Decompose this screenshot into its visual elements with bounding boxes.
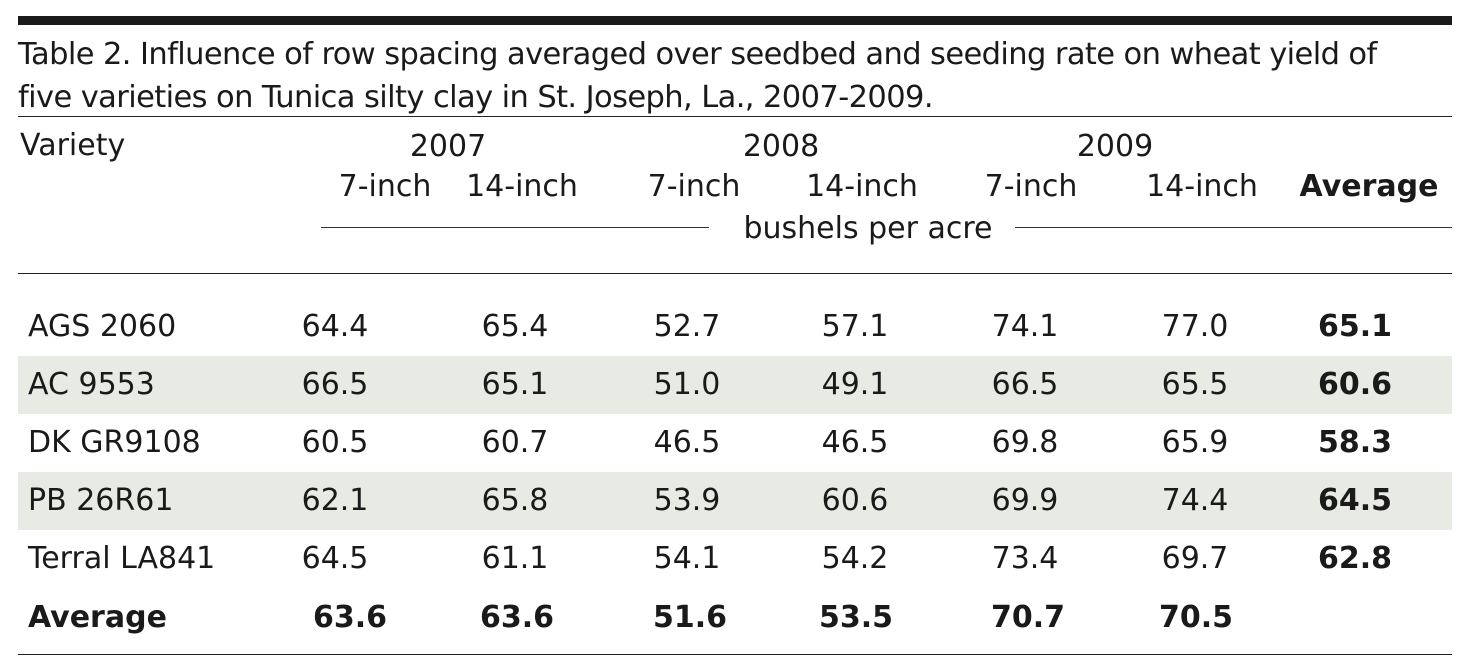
row-variety: PB 26R61 — [28, 483, 174, 518]
cell-value: 65.5 — [1161, 367, 1229, 402]
top-rule — [18, 16, 1452, 25]
caption-line-2: five varieties on Tunica silty clay in S… — [18, 80, 934, 115]
average-value: 53.5 — [818, 600, 894, 635]
cell-value: 54.2 — [821, 541, 889, 576]
table-row: PB 26R61 62.1 65.8 53.9 60.6 69.9 74.4 6… — [18, 472, 1452, 530]
average-value: 70.7 — [990, 600, 1066, 635]
cell-value: 65.1 — [481, 367, 549, 402]
header-year-2008: 2008 — [742, 129, 820, 164]
row-average: 64.5 — [1317, 483, 1393, 518]
cell-value: 77.0 — [1161, 309, 1229, 344]
cell-value: 69.7 — [1161, 541, 1229, 576]
header-2007-14inch: 14-inch — [466, 169, 578, 204]
header-2009-7inch: 7-inch — [984, 169, 1078, 204]
table-row: AC 9553 66.5 65.1 51.0 49.1 66.5 65.5 60… — [18, 356, 1452, 414]
cell-value: 66.5 — [301, 367, 369, 402]
cell-value: 53.9 — [653, 483, 721, 518]
row-average: 62.8 — [1317, 541, 1393, 576]
row-variety: AGS 2060 — [28, 309, 177, 344]
average-value: 70.5 — [1158, 600, 1234, 635]
row-average: 60.6 — [1317, 367, 1393, 402]
header-2007-7inch: 7-inch — [338, 169, 432, 204]
average-row-label: Average — [28, 600, 167, 635]
table-row: AGS 2060 64.4 65.4 52.7 57.1 74.1 77.0 6… — [18, 298, 1452, 356]
row-variety: DK GR9108 — [28, 425, 201, 460]
row-average: 58.3 — [1317, 425, 1393, 460]
average-row: Average 63.6 63.6 51.6 53.5 70.7 70.5 — [18, 589, 1452, 647]
header-divider — [18, 273, 1452, 274]
cell-value: 57.1 — [821, 309, 889, 344]
average-value: 51.6 — [652, 600, 728, 635]
cell-value: 46.5 — [821, 425, 889, 460]
cell-value: 60.7 — [481, 425, 549, 460]
header-variety: Variety — [20, 128, 126, 163]
cell-value: 73.4 — [991, 541, 1059, 576]
cell-value: 49.1 — [821, 367, 889, 402]
table-row: DK GR9108 60.5 60.7 46.5 46.5 69.8 65.9 … — [18, 414, 1452, 472]
cell-value: 74.1 — [991, 309, 1059, 344]
header-units: bushels per acre — [743, 211, 993, 246]
units-line-right — [1015, 227, 1452, 228]
table-row: Terral LA841 64.5 61.1 54.1 54.2 73.4 69… — [18, 530, 1452, 588]
cell-value: 60.6 — [821, 483, 889, 518]
average-value: 63.6 — [312, 600, 388, 635]
caption-divider — [18, 116, 1452, 117]
bottom-rule — [18, 654, 1452, 655]
cell-value: 61.1 — [481, 541, 549, 576]
cell-value: 69.8 — [991, 425, 1059, 460]
row-variety: AC 9553 — [28, 367, 155, 402]
header-year-2007: 2007 — [409, 129, 487, 164]
table-caption: Table 2. Influence of row spacing averag… — [18, 33, 1458, 119]
cell-value: 74.4 — [1161, 483, 1229, 518]
cell-value: 66.5 — [991, 367, 1059, 402]
header-2009-14inch: 14-inch — [1146, 169, 1258, 204]
cell-value: 52.7 — [653, 309, 721, 344]
cell-value: 60.5 — [301, 425, 369, 460]
cell-value: 69.9 — [991, 483, 1059, 518]
header-2008-7inch: 7-inch — [647, 169, 741, 204]
cell-value: 64.5 — [301, 541, 369, 576]
average-value: 63.6 — [479, 600, 555, 635]
cell-value: 51.0 — [653, 367, 721, 402]
header-average: Average — [1299, 169, 1439, 204]
cell-value: 64.4 — [301, 309, 369, 344]
row-average: 65.1 — [1317, 309, 1393, 344]
cell-value: 65.8 — [481, 483, 549, 518]
header-2008-14inch: 14-inch — [806, 169, 918, 204]
units-line-left — [321, 227, 709, 228]
cell-value: 46.5 — [653, 425, 721, 460]
row-variety: Terral LA841 — [28, 541, 216, 576]
cell-value: 65.4 — [481, 309, 549, 344]
cell-value: 54.1 — [653, 541, 721, 576]
cell-value: 65.9 — [1161, 425, 1229, 460]
header-year-2009: 2009 — [1076, 129, 1154, 164]
cell-value: 62.1 — [301, 483, 369, 518]
caption-line-1: Table 2. Influence of row spacing averag… — [18, 37, 1377, 72]
